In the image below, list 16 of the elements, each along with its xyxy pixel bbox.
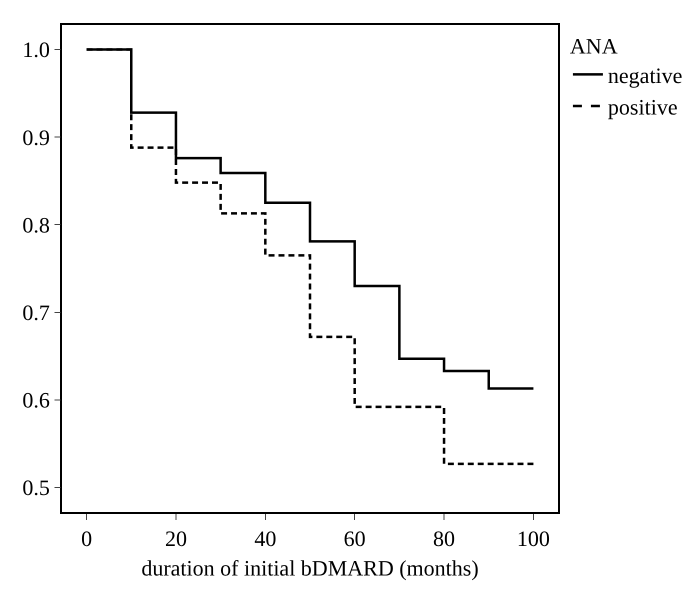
legend-title: ANA [570, 34, 618, 59]
x-axis-title: duration of initial bDMARD (months) [141, 556, 479, 581]
x-tick-label: 100 [516, 526, 550, 552]
y-tick-label: 0.8 [22, 212, 50, 238]
legend-label: positive [608, 94, 678, 120]
x-tick-label: 20 [164, 526, 187, 552]
y-tick-label: 0.9 [22, 124, 50, 150]
y-tick-label: 0.6 [22, 388, 50, 413]
x-tick-label: 80 [433, 526, 456, 552]
y-tick-label: 0.7 [22, 300, 50, 325]
x-tick-label: 60 [344, 526, 366, 552]
legend-label: negative [608, 62, 682, 88]
x-tick-label: 40 [254, 526, 276, 552]
x-tick-label: 0 [81, 526, 92, 552]
y-tick-label: 1.0 [22, 37, 50, 62]
y-tick-label: 0.5 [22, 475, 50, 500]
